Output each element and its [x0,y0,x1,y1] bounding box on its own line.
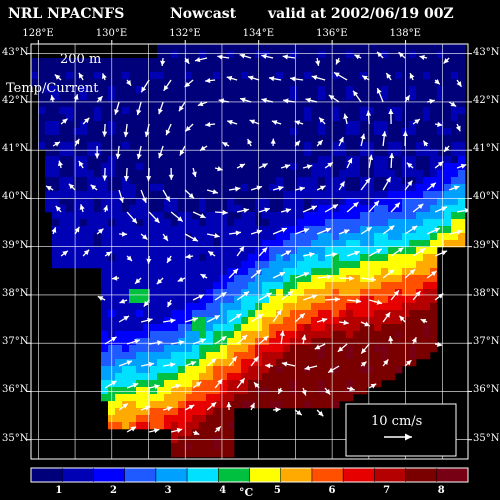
lat-label-left: 36°N [2,384,29,396]
colorbar-tick-7: 7 [383,485,391,496]
colorbar [30,467,469,483]
colorbar-tick-3: 3 [164,485,172,496]
vector-scale-box [345,403,457,457]
lat-label-left: 37°N [2,336,29,348]
lat-label-left: 43°N [2,46,29,58]
valid-time: valid at 2002/06/19 00Z [268,6,454,22]
colorbar-tick-5: 5 [273,485,281,496]
field-label: Temp/Current [6,81,99,96]
vector-scale-label: 10 cm/s [371,414,423,429]
colorbar-tick-1: 1 [55,485,63,496]
lat-label-left: 42°N [2,94,29,106]
lat-label-right: 39°N [473,239,500,251]
lon-label: 138°E [389,28,421,39]
map-title-bar: NRL NPACNFS Nowcast valid at 2002/06/19 … [0,6,500,26]
lat-label-right: 40°N [473,191,500,203]
colorbar-tick-4: 4 [219,485,227,496]
forecast-mode: Nowcast [170,6,237,22]
model-name: NRL NPACNFS [8,6,125,22]
lon-label: 132°E [169,28,201,39]
lon-label: 130°E [95,28,128,39]
lat-label-right: 37°N [473,336,500,348]
lat-label-left: 41°N [2,143,29,155]
lat-label-right: 38°N [473,287,500,299]
axis-ticks [27,40,472,441]
colorbar-tick-8: 8 [437,485,445,496]
lat-label-right: 41°N [473,143,500,155]
lat-label-right: 43°N [473,46,500,58]
lat-label-left: 38°N [2,287,29,299]
lat-label-right: 42°N [473,94,500,106]
temperature-field [31,44,466,458]
lat-label-left: 40°N [2,191,29,203]
colorbar-unit: °C [239,486,254,499]
lon-label: 128°E [22,28,54,39]
current-vectors [45,51,468,436]
colorbar-tick-6: 6 [328,485,336,496]
lon-label: 134°E [242,28,275,39]
depth-label: 200 m [60,52,102,67]
scale-arrow-head-icon [405,433,412,441]
colorbar-tick-2: 2 [109,485,117,496]
lat-label-right: 35°N [473,432,500,444]
lat-label-left: 35°N [2,432,29,444]
lat-label-left: 39°N [2,239,29,251]
lat-label-right: 36°N [473,384,500,396]
plot-frame [30,43,469,460]
lon-label: 136°E [316,28,348,39]
